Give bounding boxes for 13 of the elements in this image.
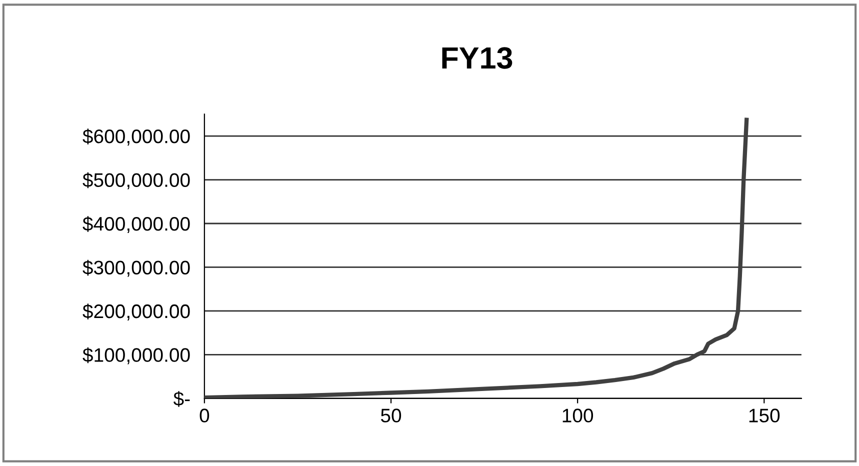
x-tick-label: 50 xyxy=(380,408,402,422)
y-tick-label: $100,000.00 xyxy=(82,347,190,364)
y-tick-label: $200,000.00 xyxy=(82,304,190,320)
y-tick-label: $600,000.00 xyxy=(82,128,190,146)
chart-title: FY13 xyxy=(442,47,512,69)
y-tick-label: $- xyxy=(173,391,190,407)
x-tick-label: 100 xyxy=(562,408,594,422)
x-tick-label: 150 xyxy=(749,408,780,422)
line-series xyxy=(204,118,749,398)
y-tick-label: $300,000.00 xyxy=(82,260,190,277)
y-tick-label: $400,000.00 xyxy=(82,216,190,234)
x-tick-label: 0 xyxy=(200,408,210,422)
y-tick-label: $500,000.00 xyxy=(82,172,190,190)
